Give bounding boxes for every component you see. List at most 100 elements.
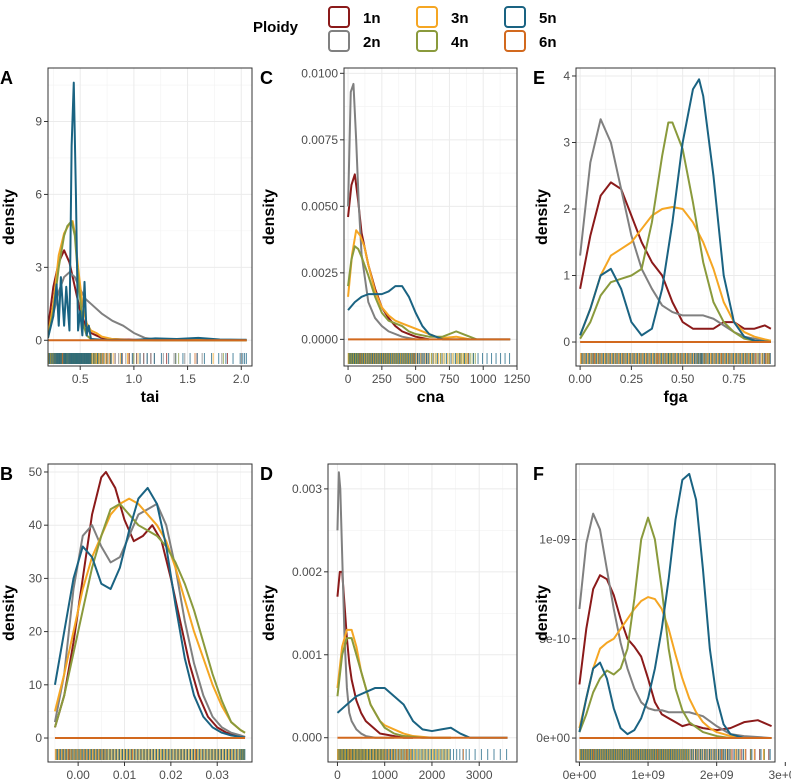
ytick-label-D: 0.003	[292, 482, 322, 496]
panel-label-D: D	[260, 464, 273, 484]
xtick-label-F: 3e+09	[768, 768, 791, 782]
series-line-F-2n	[578, 512, 772, 740]
ylabel-A: density	[1, 189, 18, 245]
xtick-label-B: 0.00	[66, 768, 90, 782]
xtick-label-B: 0.03	[206, 768, 230, 782]
series-line-C-2n	[347, 82, 430, 341]
xtick-label-D: 3000	[466, 768, 493, 782]
xtick-label-E: 0.50	[671, 372, 695, 386]
legend-title: Ploidy	[253, 19, 299, 36]
xtick-label-C: 0	[345, 372, 352, 386]
series-line-E-3n	[579, 206, 772, 342]
xtick-label-A: 1.0	[126, 372, 143, 386]
series-line-A-3n	[48, 220, 247, 342]
ylabel-B: density	[1, 585, 18, 641]
xlabel-A: tai	[141, 389, 160, 406]
ytick-label-B: 50	[29, 465, 43, 479]
series-line-F-5n	[578, 472, 772, 740]
panel-A: A 0.5 1.0 1.5 2.0 0 3 6 9 tai density	[0, 67, 253, 406]
series-line-D-5n	[336, 686, 508, 739]
xtick-label-A: 0.5	[72, 372, 89, 386]
xtick-label-A: 2.0	[233, 372, 250, 386]
panel-border-D	[327, 463, 518, 763]
ytick-label-D: 0.002	[292, 565, 322, 579]
legend-label-6n: 6n	[539, 34, 557, 51]
grid-C	[344, 68, 517, 366]
ytick-label-F: 0e+00	[536, 731, 570, 745]
xtick-label-E: 0.00	[568, 372, 592, 386]
legend-label-1n: 1n	[363, 10, 381, 27]
ytick-label-C: 0.0100	[301, 66, 338, 80]
grid-D	[328, 464, 517, 762]
xtick-label-E: 0.75	[722, 372, 746, 386]
series-line-B-2n	[53, 502, 246, 738]
xlabel-C: cna	[417, 389, 445, 406]
legend-key-1n	[328, 6, 350, 28]
ytick-label-C: 0.0075	[301, 133, 338, 147]
ytick-label-A: 0	[35, 333, 42, 347]
grid-F	[576, 464, 775, 762]
series-line-E-1n	[579, 181, 772, 330]
ylabel-C: density	[261, 189, 278, 245]
series-line-C-3n	[347, 229, 470, 341]
series-line-D-2n	[336, 471, 395, 739]
xtick-label-F: 0e+00	[563, 768, 597, 782]
rug-A	[48, 353, 247, 364]
ytick-label-B: 40	[29, 518, 43, 532]
rug-B	[54, 749, 246, 760]
panel-F: F0e+001e+092e+093e+090e+005e-101e-09base…	[533, 463, 791, 782]
panel-E: E 0.00 0.25 0.50 0.75 0 1 2 3 4 fga density	[533, 67, 776, 406]
ytick-label-F: 5e-10	[539, 632, 570, 646]
series-line-E-5n	[579, 78, 771, 344]
legend-label-3n: 3n	[451, 10, 469, 27]
xtick-label-C: 1000	[470, 372, 497, 386]
ylabel-F: density	[534, 585, 551, 641]
legend: Ploidy 1n 2n 3n 4n 5n 6n	[253, 6, 557, 52]
ytick-label-E: 1	[563, 269, 570, 283]
xtick-label-D: 2000	[419, 768, 446, 782]
panel-border-A	[47, 67, 253, 367]
panel-border-E	[575, 67, 776, 367]
xtick-label-A: 1.5	[179, 372, 196, 386]
xtick-label-C: 1250	[504, 372, 531, 386]
legend-label-5n: 5n	[539, 10, 557, 27]
ytick-label-B: 0	[35, 731, 42, 745]
xtick-label-F: 2e+09	[700, 768, 734, 782]
xtick-label-B: 0.01	[113, 768, 137, 782]
ytick-label-D: 0.001	[292, 648, 322, 662]
xtick-label-C: 250	[372, 372, 392, 386]
ytick-label-C: 0.0025	[301, 266, 338, 280]
panel-D: D01000200030000.0000.0010.0020.003break_…	[260, 463, 518, 782]
ytick-label-A: 9	[35, 114, 42, 128]
panel-B: B0.000.010.020.0301020304050modified_tai…	[0, 463, 253, 782]
panel-border-C	[343, 67, 518, 367]
xtick-label-B: 0.02	[159, 768, 183, 782]
series-line-B-4n	[53, 502, 246, 734]
legend-key-4n	[416, 30, 438, 52]
xtick-label-C: 750	[439, 372, 459, 386]
xtick-label-F: 1e+09	[631, 768, 665, 782]
legend-key-2n	[328, 30, 350, 52]
legend-key-3n	[416, 6, 438, 28]
series-line-A-5n	[48, 81, 247, 342]
ytick-label-F: 1e-09	[539, 532, 570, 546]
panel-border-B	[47, 463, 253, 763]
rug-D	[337, 749, 508, 760]
panel-C: C 0 250 500 750 1000 1250 0.0000 0.0025 0.0050 0.0…	[260, 66, 531, 406]
ytick-label-C: 0.0050	[301, 199, 338, 213]
ytick-label-E: 3	[563, 135, 570, 149]
legend-label-4n: 4n	[451, 34, 469, 51]
rug-C	[347, 353, 511, 364]
ytick-label-E: 2	[563, 202, 570, 216]
xtick-label-E: 0.25	[620, 372, 644, 386]
series-line-F-3n	[578, 596, 772, 740]
series-line-B-5n	[53, 486, 246, 739]
ytick-label-A: 6	[35, 187, 42, 201]
series-line-E-4n	[579, 121, 771, 344]
legend-key-6n	[504, 30, 526, 52]
panel-label-A: A	[0, 68, 13, 88]
xtick-label-D: 0	[334, 768, 341, 782]
panel-border-F	[575, 463, 776, 763]
grid-E	[576, 68, 775, 366]
